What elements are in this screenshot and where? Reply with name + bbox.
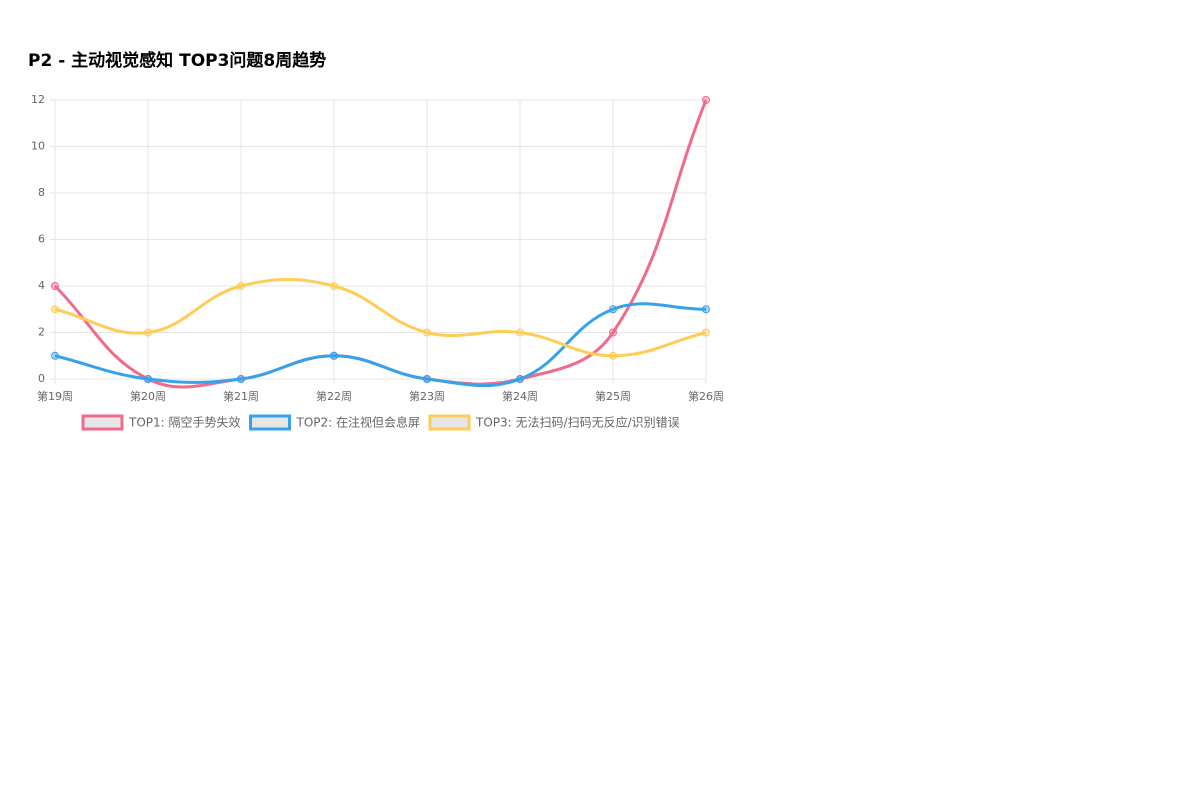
- y-tick-label: 6: [38, 233, 45, 246]
- legend-label: TOP1: 隔空手势失效: [128, 415, 241, 430]
- x-tick-label: 第21周: [223, 389, 259, 403]
- data-point: [330, 351, 338, 360]
- y-tick-label: 8: [38, 186, 45, 199]
- data-point: [702, 305, 710, 314]
- data-point: [423, 328, 431, 337]
- data-point: [51, 282, 59, 290]
- x-tick-label: 第19周: [37, 389, 73, 403]
- data-point: [237, 282, 245, 290]
- y-tick-label: 4: [38, 279, 45, 292]
- chart-title: P2 - 主动视觉感知 TOP3问题8周趋势: [28, 50, 326, 71]
- data-point: [237, 375, 245, 383]
- data-point: [702, 96, 710, 104]
- y-tick-label: 10: [31, 140, 45, 153]
- data-point: [51, 305, 59, 314]
- data-point: [330, 282, 338, 290]
- y-tick-label: 0: [38, 372, 45, 385]
- y-tick-label: 12: [31, 93, 45, 106]
- x-tick-label: 第24周: [502, 389, 538, 403]
- x-tick-label: 第20周: [130, 389, 166, 403]
- legend-label: TOP3: 无法扫码/扫码无反应/识别错误: [475, 415, 680, 430]
- series-line: [53, 99, 708, 389]
- data-point: [51, 351, 59, 360]
- legend-label: TOP2: 在注视但会息屏: [296, 415, 421, 430]
- x-tick-label: 第23周: [409, 389, 445, 403]
- data-point: [609, 328, 617, 337]
- y-tick-label: 2: [38, 326, 45, 339]
- series-line: [54, 277, 707, 358]
- legend-swatch: [428, 414, 471, 431]
- data-point: [516, 375, 524, 383]
- x-tick-label: 第25周: [595, 389, 631, 403]
- x-tick-label: 第26周: [688, 389, 724, 403]
- series-line: [54, 302, 707, 388]
- data-point: [423, 375, 431, 383]
- x-tick-label: 第22周: [316, 389, 352, 403]
- data-point: [609, 351, 617, 360]
- legend-swatch: [81, 414, 124, 431]
- data-point: [609, 305, 617, 314]
- data-point: [516, 328, 524, 337]
- data-point: [702, 328, 710, 337]
- data-point: [144, 375, 152, 383]
- legend-swatch: [249, 414, 292, 431]
- data-point: [144, 328, 152, 337]
